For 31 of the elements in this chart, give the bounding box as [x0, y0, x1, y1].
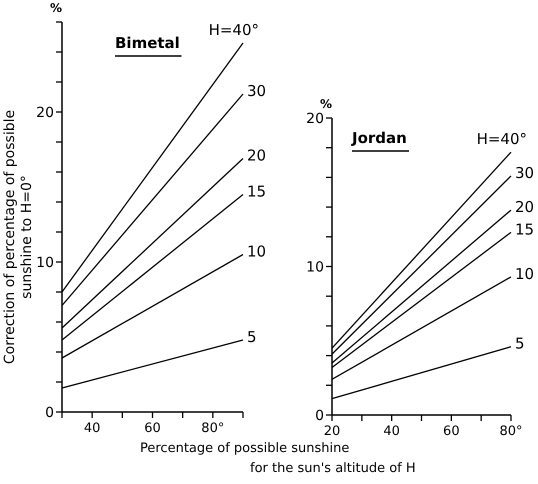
series-label: 20 — [247, 146, 266, 164]
y-tick-label: 0 — [315, 408, 324, 424]
y-tick-label: 20 — [36, 105, 54, 121]
series-label: 10 — [247, 242, 266, 260]
series-label: 5 — [247, 328, 257, 346]
y-axis-title: Correction of percentage of possible sunshine to H=0° — [2, 110, 35, 364]
y-tick-label: 0 — [45, 405, 54, 421]
y-tick-label: 10 — [36, 255, 54, 271]
y-tick-label: 20 — [306, 111, 324, 127]
x-tick-label: 80° — [499, 424, 523, 439]
series-label: 5 — [515, 334, 525, 353]
x-tick-label: 60 — [144, 421, 161, 436]
series-label: 30 — [515, 164, 534, 182]
text: % — [50, 1, 62, 15]
series-label: 20 — [515, 198, 534, 216]
x-axis-title: Percentage of possible sunshine for the sun's altitude of H — [140, 441, 416, 476]
series-label: H=40° — [208, 21, 259, 39]
x-tick-label: 40 — [383, 424, 400, 439]
x-tick-label: 60 — [443, 424, 460, 439]
series-label: 10 — [515, 264, 534, 283]
x-tick-label: 20 — [324, 424, 340, 439]
series-label: H=40° — [476, 130, 527, 148]
text: Jordan — [351, 129, 407, 147]
series-label: 15 — [515, 220, 534, 238]
series-label: 15 — [247, 182, 266, 200]
y-tick-label: 10 — [306, 260, 324, 276]
x-tick-label: 40 — [84, 421, 100, 436]
x-tick-label: 80° — [201, 421, 224, 436]
series-label: 30 — [247, 82, 266, 100]
text: Bimetal — [115, 34, 180, 52]
text: % — [320, 97, 332, 111]
